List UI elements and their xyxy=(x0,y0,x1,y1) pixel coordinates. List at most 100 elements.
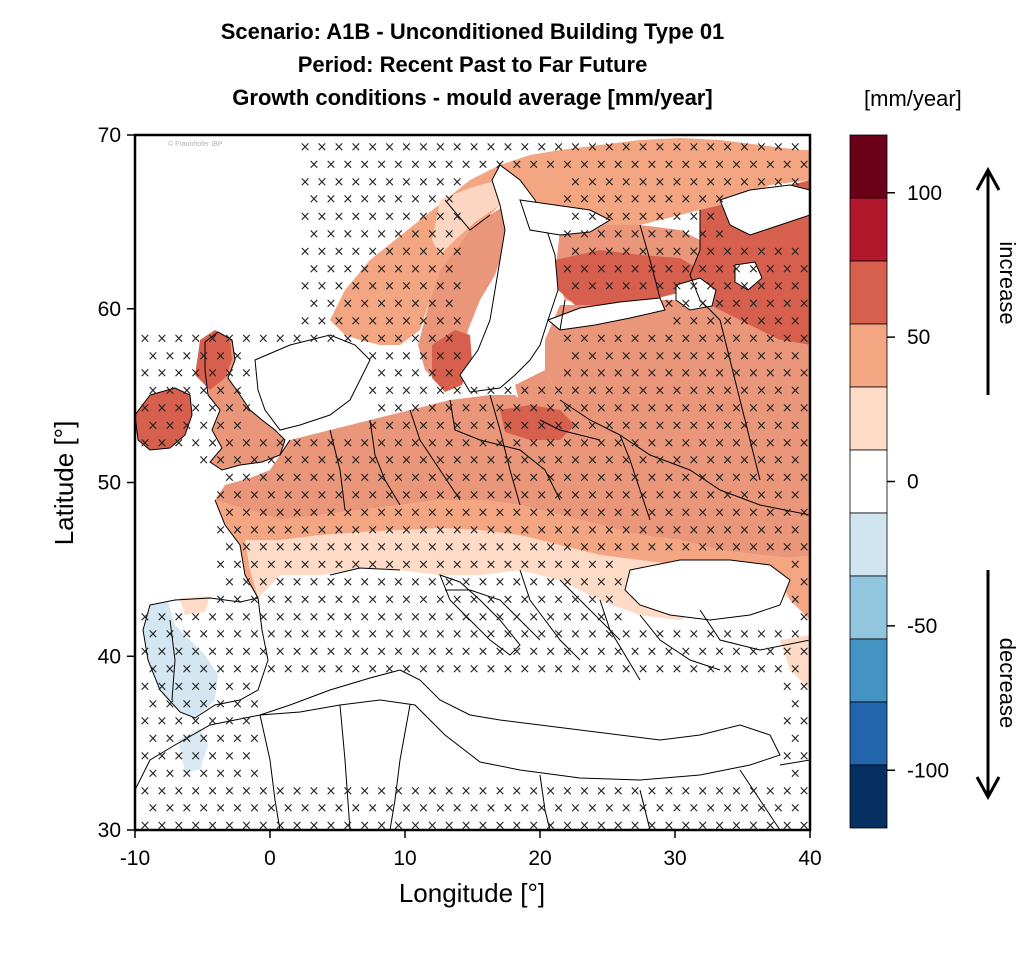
hatch-mark: × xyxy=(680,331,691,346)
hatch-mark: × xyxy=(536,384,547,399)
hatch-mark: × xyxy=(697,784,708,799)
hatch-mark: × xyxy=(638,279,649,294)
hatch-mark: × xyxy=(714,227,725,242)
hatch-mark: × xyxy=(224,331,235,346)
hatch-mark: × xyxy=(722,279,733,294)
hatch-mark: × xyxy=(325,297,336,312)
hatch-mark: × xyxy=(579,192,590,207)
hatch-mark: × xyxy=(596,610,607,625)
hatch-mark: × xyxy=(384,418,395,433)
hatch-mark: × xyxy=(655,210,666,225)
hatch-mark: × xyxy=(309,645,320,660)
hatch-mark: × xyxy=(773,175,784,190)
hatch-mark: × xyxy=(427,262,438,277)
hatch-mark: × xyxy=(300,558,311,573)
hatch-mark: × xyxy=(731,157,742,172)
hatch-mark: × xyxy=(739,662,750,677)
hatch-mark: × xyxy=(258,505,269,520)
hatch-mark: × xyxy=(283,592,294,607)
hatch-mark: × xyxy=(478,784,489,799)
hatch-mark: × xyxy=(224,540,235,555)
hatch-mark: × xyxy=(164,627,175,642)
hatch-mark: × xyxy=(325,436,336,451)
hatch-mark: × xyxy=(756,523,767,538)
hatch-mark: × xyxy=(579,471,590,486)
hatch-mark: × xyxy=(452,627,463,642)
hatch-mark: × xyxy=(596,436,607,451)
hatch-mark: × xyxy=(731,436,742,451)
hatch-mark: × xyxy=(292,575,303,590)
hatch-mark: × xyxy=(427,401,438,416)
hatch-mark: × xyxy=(604,349,615,364)
hatch-mark: × xyxy=(553,418,564,433)
hatch-mark: × xyxy=(630,784,641,799)
hatch-mark: × xyxy=(562,262,573,277)
hatch-mark: × xyxy=(722,140,733,155)
hatch-mark: × xyxy=(765,540,776,555)
hatch-mark: × xyxy=(418,175,429,190)
colorbar-unit-label: [mm/year] xyxy=(864,86,962,111)
hatch-mark: × xyxy=(232,801,243,816)
hatch-mark: × xyxy=(528,819,539,834)
hatch-mark: × xyxy=(756,627,767,642)
hatch-mark: × xyxy=(325,819,336,834)
hatch-mark: × xyxy=(756,418,767,433)
colorbar-cell xyxy=(849,512,888,577)
hatch-mark: × xyxy=(333,801,344,816)
hatch-mark: × xyxy=(452,140,463,155)
hatch-mark: × xyxy=(164,801,175,816)
hatch-mark: × xyxy=(384,801,395,816)
hatch-mark: × xyxy=(579,784,590,799)
hatch-mark: × xyxy=(553,558,564,573)
hatch-mark: × xyxy=(148,384,159,399)
hatch-mark: × xyxy=(587,592,598,607)
hatch-mark: × xyxy=(748,366,759,381)
hatch-mark: × xyxy=(655,801,666,816)
hatch-mark: × xyxy=(671,662,682,677)
hatch-mark: × xyxy=(309,331,320,346)
hatch-mark: × xyxy=(528,784,539,799)
hatch-mark: × xyxy=(714,436,725,451)
hatch-mark: × xyxy=(275,645,286,660)
hatch-mark: × xyxy=(215,592,226,607)
hatch-mark: × xyxy=(148,697,159,712)
hatch-mark: × xyxy=(410,610,421,625)
hatch-mark: × xyxy=(756,244,767,259)
hatch-mark: × xyxy=(680,645,691,660)
hatch-mark: × xyxy=(359,505,370,520)
hatch-mark: × xyxy=(367,523,378,538)
hatch-mark: × xyxy=(621,418,632,433)
hatch-mark: × xyxy=(444,784,455,799)
hatch-mark: × xyxy=(630,331,641,346)
hatch-mark: × xyxy=(562,575,573,590)
hatch-mark: × xyxy=(384,279,395,294)
hatch-mark: × xyxy=(790,801,801,816)
hatch-mark: × xyxy=(705,627,716,642)
hatch-mark: × xyxy=(384,210,395,225)
hatch-mark: × xyxy=(224,471,235,486)
hatch-mark: × xyxy=(799,297,810,312)
hatch-mark: × xyxy=(613,157,624,172)
hatch-mark: × xyxy=(782,645,793,660)
hatch-mark: × xyxy=(536,140,547,155)
hatch-mark: × xyxy=(790,314,801,329)
hatch-mark: × xyxy=(435,418,446,433)
hatch-mark: × xyxy=(198,801,209,816)
hatch-mark: × xyxy=(401,175,412,190)
hatch-mark: × xyxy=(705,384,716,399)
hatch-mark: × xyxy=(621,140,632,155)
hatch-mark: × xyxy=(630,401,641,416)
hatch-mark: × xyxy=(765,436,776,451)
hatch-mark: × xyxy=(266,453,277,468)
hatch-mark: × xyxy=(384,175,395,190)
hatch-mark: × xyxy=(697,471,708,486)
hatch-mark: × xyxy=(401,349,412,364)
hatch-mark: × xyxy=(156,749,167,764)
hatch-mark: × xyxy=(342,819,353,834)
hatch-mark: × xyxy=(367,418,378,433)
hatch-mark: × xyxy=(765,645,776,660)
hatch-mark: × xyxy=(283,488,294,503)
hatch-mark: × xyxy=(461,436,472,451)
hatch-mark: × xyxy=(705,175,716,190)
hatch-mark: × xyxy=(249,558,260,573)
